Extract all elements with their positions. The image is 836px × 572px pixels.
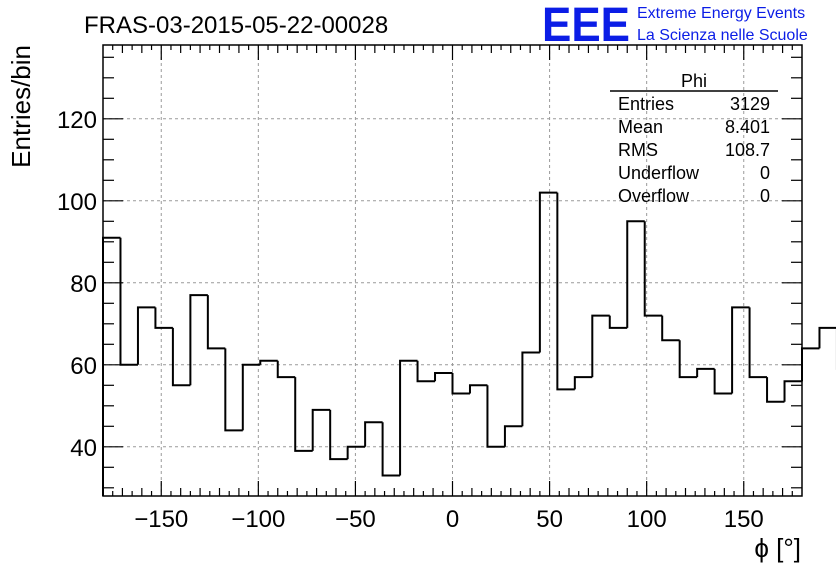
chart-title: FRAS-03-2015-05-22-00028	[84, 12, 388, 39]
histogram-bin-7	[224, 348, 243, 432]
histogram-bin-15	[364, 421, 383, 447]
stats-value-4: 0	[760, 186, 770, 206]
histogram-bin-32	[661, 315, 680, 342]
x-tick-label-0: −150	[134, 506, 188, 533]
x-tick-label-2: −50	[335, 506, 376, 533]
eee-logo: EEE Extreme Energy Events La Scienza nel…	[542, 0, 808, 52]
stats-label-0: Entries	[618, 94, 674, 114]
stats-box: Phi Entries 3129 Mean 8.401 RMS 108.7 Underflo…	[610, 71, 778, 206]
y-tick-label-1: 60	[70, 353, 97, 380]
histogram-bin-0	[102, 236, 121, 496]
stats-value-0: 3129	[730, 94, 770, 114]
x-tick-labels: −150 −100 −50 0 50 100 150	[134, 506, 764, 533]
x-tick-label-5: 100	[627, 506, 667, 533]
stats-title: Phi	[681, 71, 707, 91]
histogram-bin-37	[748, 307, 768, 379]
x-tick-label-3: 0	[446, 506, 459, 533]
x-tick-label-6: 150	[724, 506, 764, 533]
y-tick-label-3: 100	[57, 189, 97, 216]
histogram-bin-17	[399, 359, 418, 476]
histogram-bin-4	[171, 327, 191, 387]
stats-label-4: Overflow	[618, 186, 690, 206]
histogram-bin-29	[608, 315, 628, 329]
histogram-bin-19	[434, 372, 453, 382]
eee-logo-line2: La Scienza nelle Scuole	[637, 27, 808, 44]
axis-ticks	[103, 45, 802, 496]
histogram-bin-38	[766, 377, 785, 403]
histogram-bin-22	[486, 385, 505, 448]
eee-logo-mark: EEE	[542, 0, 630, 52]
histogram-bin-10	[276, 360, 296, 379]
histogram-bin-25	[538, 191, 558, 353]
histogram-bin-11	[294, 377, 313, 452]
x-tick-label-1: −100	[231, 506, 285, 533]
histogram-bin-35	[713, 368, 733, 395]
histogram-bin-41	[818, 326, 836, 349]
histogram-bin-18	[416, 360, 436, 383]
stats-label-1: Mean	[618, 117, 663, 137]
histogram-bin-8	[241, 363, 261, 431]
y-tick-label-2: 80	[70, 271, 97, 298]
stats-value-2: 108.7	[725, 140, 770, 160]
y-tick-labels: 40 60 80 100 120	[57, 107, 97, 462]
histogram-bin-27	[573, 376, 593, 390]
x-axis-label: ϕ [°]	[754, 533, 801, 563]
eee-logo-line1: Extreme Energy Events	[637, 5, 805, 22]
stats-rows: Entries 3129 Mean 8.401 RMS 108.7 Underflow 0 Ov…	[618, 94, 770, 206]
stats-value-1: 8.401	[725, 117, 770, 137]
histogram-bin-40	[801, 347, 820, 382]
histogram-bin-24	[521, 351, 540, 427]
stats-label-2: RMS	[618, 140, 658, 160]
y-tick-label-4: 120	[57, 107, 97, 134]
histogram-bin-31	[643, 221, 663, 317]
histogram-bin-2	[136, 306, 156, 365]
histogram-bin-21	[468, 384, 488, 394]
histogram-bin-28	[591, 314, 610, 378]
histogram-bin-39	[783, 380, 802, 402]
histogram-bin-5	[189, 294, 208, 386]
histogram-bin-1	[119, 237, 138, 366]
histogram-bin-33	[678, 340, 698, 379]
y-axis-label: Entries/bin	[6, 45, 36, 168]
x-tick-label-4: 50	[536, 506, 563, 533]
histogram-bin-20	[451, 373, 470, 395]
histogram-bin-23	[503, 425, 523, 447]
histogram-bin-30	[626, 220, 645, 328]
stats-value-3: 0	[760, 163, 770, 183]
histogram-bin-12	[311, 408, 331, 451]
grid	[103, 45, 802, 496]
histogram-bin-26	[556, 192, 575, 391]
y-tick-label-0: 40	[70, 435, 97, 462]
histogram-bin-16	[381, 422, 401, 477]
stats-label-3: Underflow	[618, 163, 700, 183]
histogram-bin-36	[731, 306, 750, 394]
histogram-bin-14	[346, 445, 366, 460]
histogram-bin-3	[154, 307, 173, 329]
histogram-bin-9	[259, 359, 278, 365]
histogram-bin-13	[329, 409, 348, 461]
histogram-bin-34	[696, 367, 715, 378]
histogram-bin-6	[206, 295, 226, 350]
